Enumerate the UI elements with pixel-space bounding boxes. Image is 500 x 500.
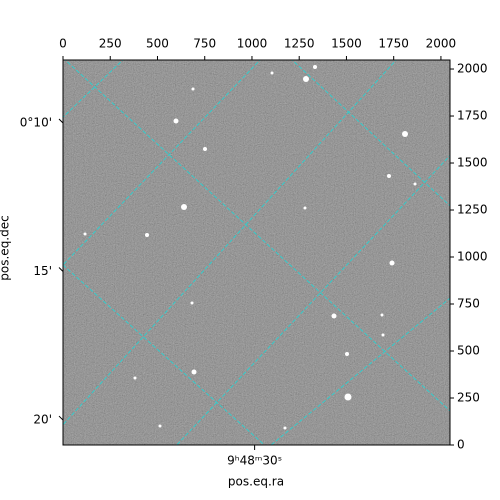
right-tick-label: 500 — [457, 344, 480, 358]
top-tick-label: 1000 — [237, 37, 268, 51]
bottom-tick-label: 9ʰ48ᵐ30ˢ — [227, 454, 282, 468]
top-tick-label: 250 — [99, 37, 122, 51]
left-tick-label: 20' — [33, 413, 52, 427]
right-tick-label: 2000 — [457, 62, 488, 76]
left-tick — [58, 267, 64, 272]
right-tick-label: 1000 — [457, 250, 488, 264]
left-tick-label: 15' — [33, 264, 52, 278]
right-tick-label: 1250 — [457, 203, 488, 217]
y-axis-label: pos.eq.dec — [0, 215, 12, 280]
left-tick — [58, 118, 64, 124]
top-tick-label: 1500 — [331, 37, 362, 51]
left-tick-label: 0°10' — [20, 115, 52, 129]
right-tick-label: 250 — [457, 391, 480, 405]
right-tick-label: 1750 — [457, 109, 488, 123]
top-tick-label: 750 — [193, 37, 216, 51]
left-tick — [58, 415, 64, 421]
stars — [83, 65, 417, 430]
frame — [62, 59, 451, 446]
right-tick-label: 1500 — [457, 156, 488, 170]
image — [63, 60, 450, 445]
top-tick-label: 2000 — [426, 37, 457, 51]
top-tick-label: 500 — [146, 37, 169, 51]
right-tick-label: 750 — [457, 297, 480, 311]
top-tick-label: 1250 — [284, 37, 315, 51]
x-axis-label: pos.eq.ra — [228, 475, 284, 489]
top-tick-label: 1750 — [378, 37, 409, 51]
coordinate-grid — [63, 60, 450, 445]
right-tick-label: 0 — [457, 438, 465, 452]
top-tick-label: 0 — [59, 37, 67, 51]
